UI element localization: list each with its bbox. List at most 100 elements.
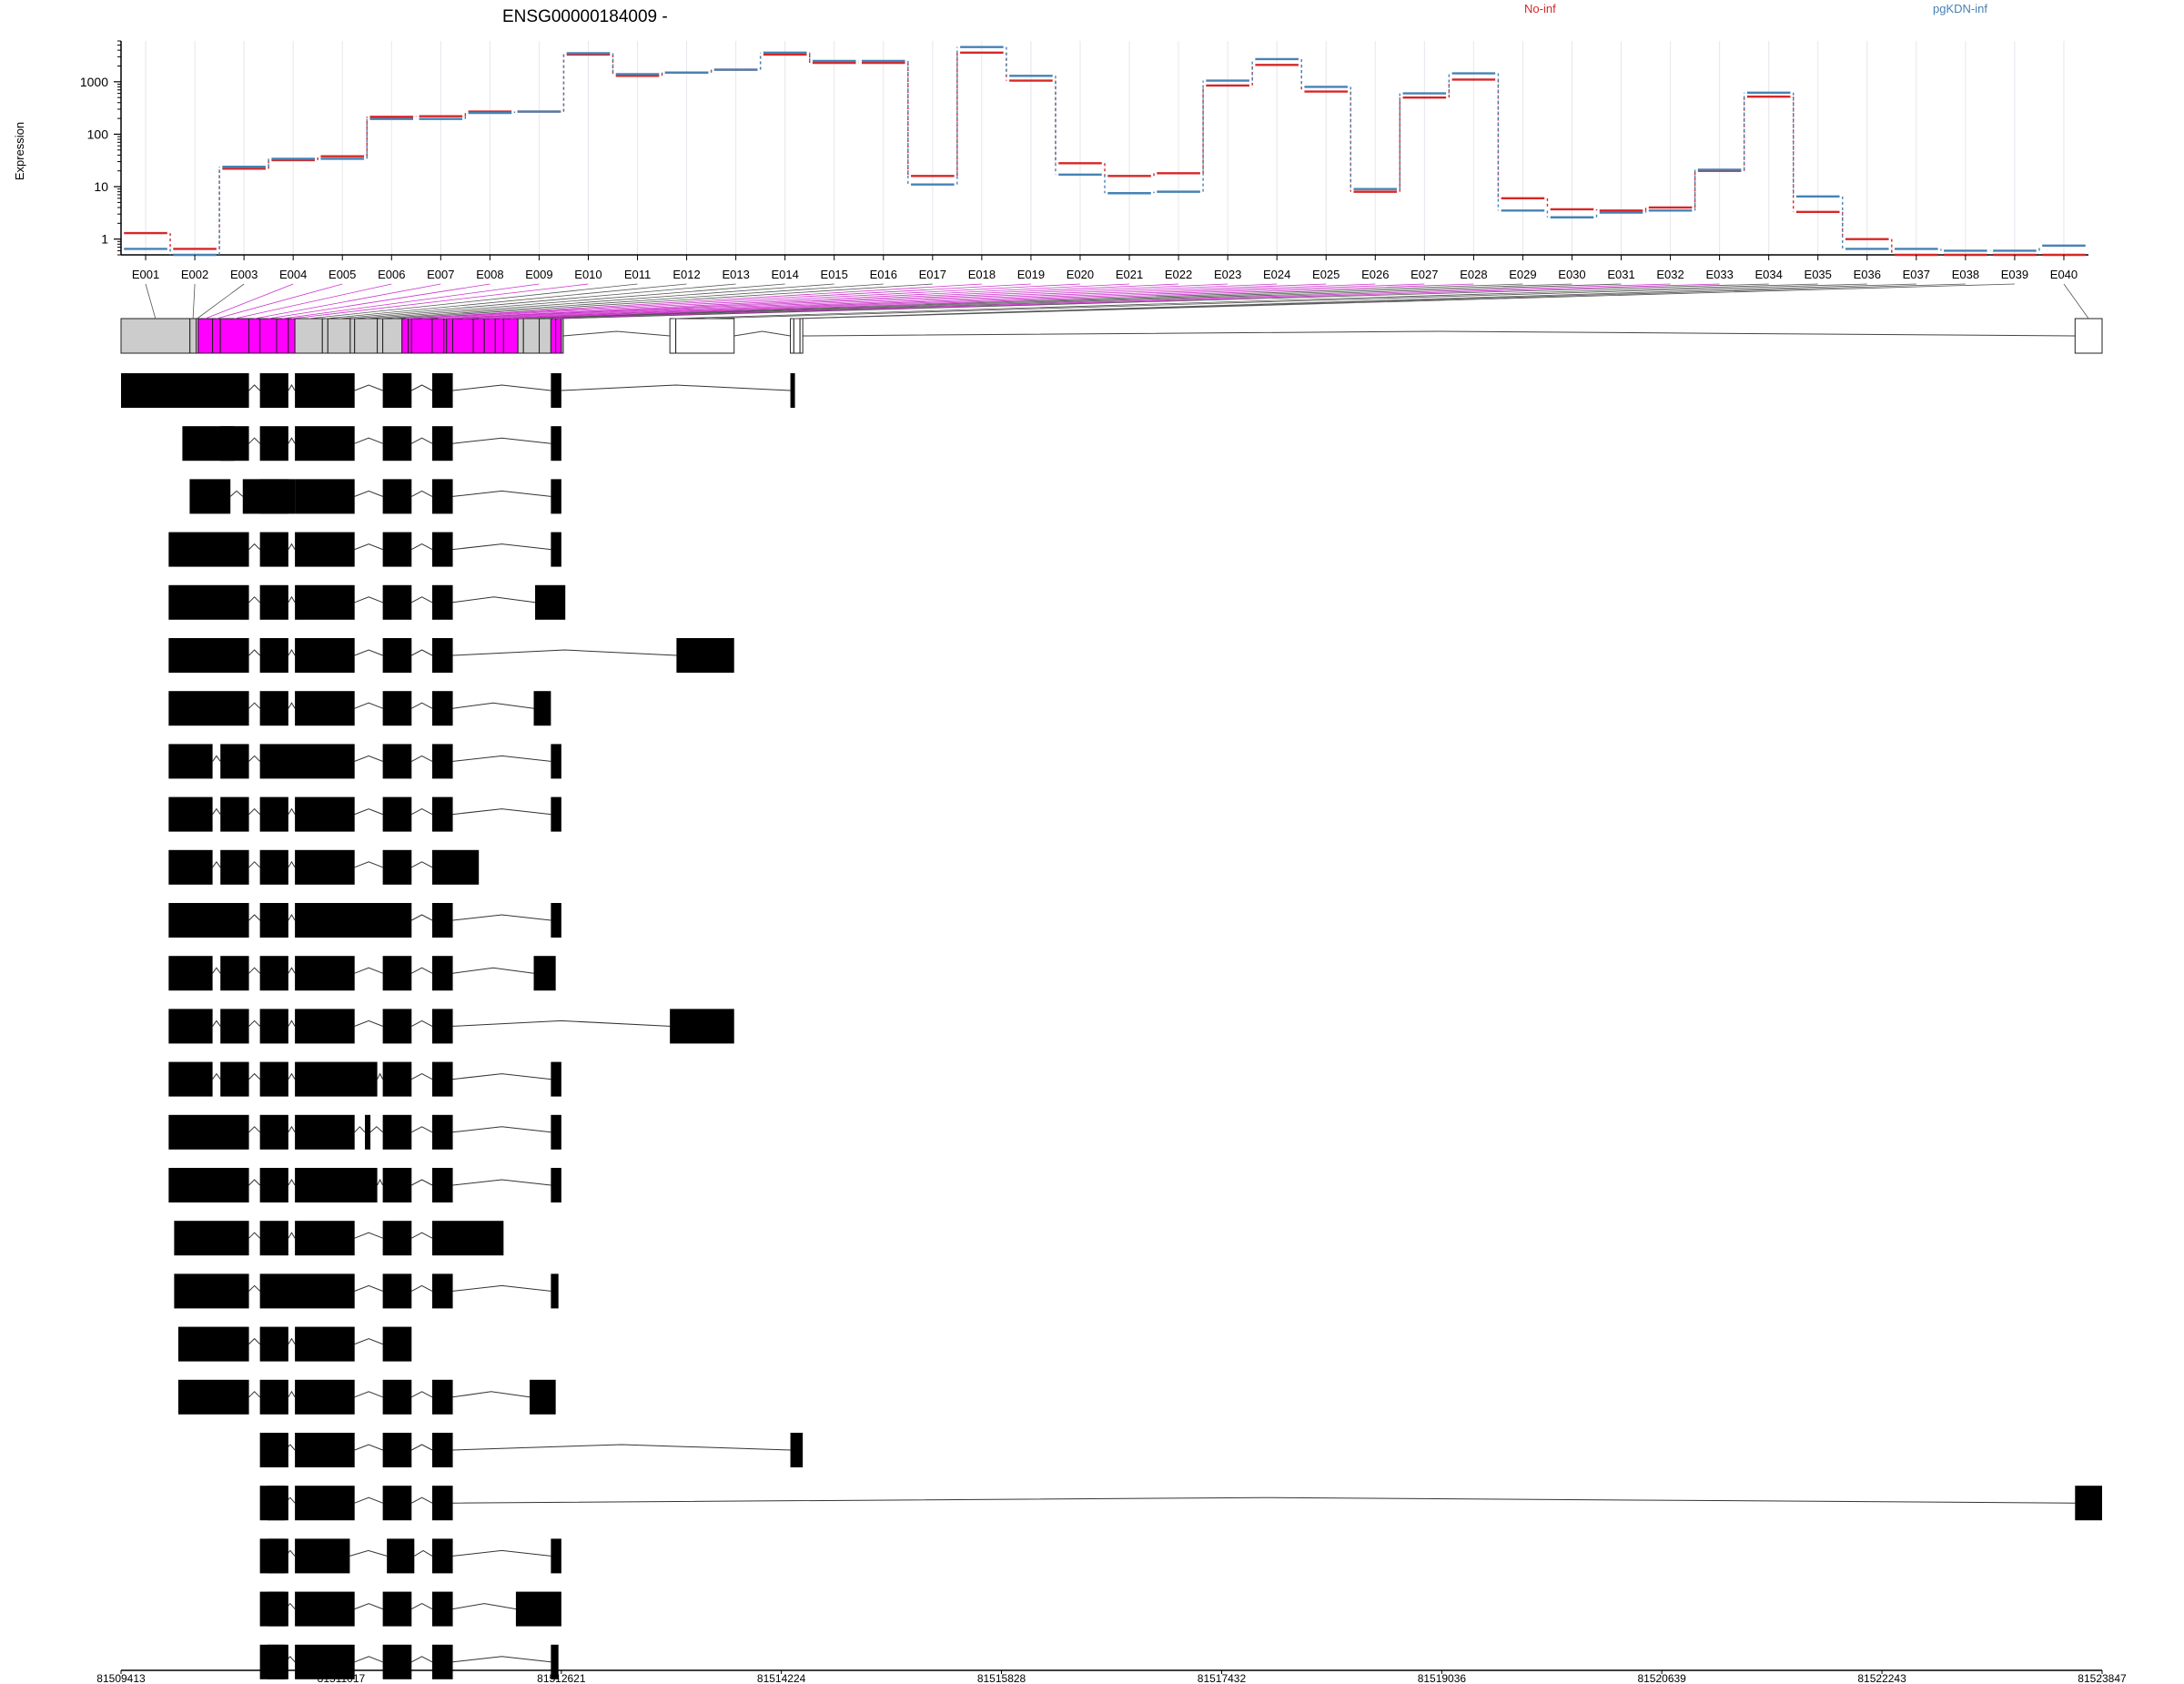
transcript-intron xyxy=(452,1284,551,1292)
transcript xyxy=(168,744,561,779)
transcript-intron xyxy=(452,967,534,974)
transcript-exon xyxy=(382,849,412,885)
transcript xyxy=(189,479,561,514)
transcript xyxy=(177,1379,556,1415)
transcript-exon xyxy=(382,1591,412,1627)
exon-link-line xyxy=(366,283,834,320)
transcript-exon xyxy=(259,426,288,462)
gene-model-exon-bin xyxy=(483,318,496,354)
transcript-intron xyxy=(212,755,221,762)
transcript-intron xyxy=(248,543,260,550)
transcript-intron xyxy=(212,860,221,868)
transcript-exon xyxy=(259,1273,355,1309)
transcript-exon xyxy=(168,1009,213,1044)
exon-link-line xyxy=(2063,283,2089,320)
transcript-exon xyxy=(267,1486,286,1521)
transcript-intron xyxy=(248,1126,260,1133)
transcript xyxy=(168,956,556,991)
exon-label-e001: E001 xyxy=(132,268,159,281)
transcript-intron xyxy=(248,1284,260,1292)
exon-label-e036: E036 xyxy=(1854,268,1881,281)
transcript-exon xyxy=(670,1009,734,1044)
transcript-intron xyxy=(411,596,433,604)
transcript-exon xyxy=(382,1221,412,1256)
genomic-tick-label: 81515828 xyxy=(977,1672,1026,1684)
transcript-intron xyxy=(288,1125,296,1133)
transcript-exon xyxy=(168,956,213,991)
exon-link-line xyxy=(308,283,638,320)
transcript-exon xyxy=(431,1061,453,1097)
transcript-intron xyxy=(354,596,383,604)
transcript-exon xyxy=(551,1061,561,1097)
transcript-intron xyxy=(248,1337,260,1344)
exon-labels: E001 E002 E003 E004 E005 E006 E007 E008 E009 E010… xyxy=(132,255,2078,281)
transcript-exon xyxy=(295,1168,378,1202)
transcript-exon xyxy=(551,1114,561,1150)
transcript-exon xyxy=(295,1538,350,1574)
transcript-exon xyxy=(533,691,551,726)
genomic-tick-label: 81511017 xyxy=(318,1672,366,1684)
transcript-exon xyxy=(168,903,249,938)
transcript-intron xyxy=(212,967,221,974)
transcript-intron xyxy=(354,649,383,656)
transcript-intron xyxy=(288,437,296,444)
exon-label-e032: E032 xyxy=(1656,268,1684,281)
transcript-intron xyxy=(452,1496,2076,1504)
gene-model-exon-bin xyxy=(494,318,504,354)
transcript-exon xyxy=(295,638,355,673)
transcripts xyxy=(121,373,2102,1679)
transcript-exon xyxy=(295,1221,355,1256)
transcript-exon xyxy=(431,1009,453,1044)
transcript-exon xyxy=(295,426,355,462)
gene-model-exon-bin xyxy=(401,318,410,354)
transcript-exon xyxy=(535,584,566,620)
transcript-exon xyxy=(295,1061,378,1097)
transcript-exon xyxy=(382,956,412,991)
y-tick-label: 1000 xyxy=(80,75,108,89)
transcript-intron xyxy=(288,914,296,921)
transcript-intron xyxy=(288,649,296,656)
transcript-exon xyxy=(365,1114,371,1150)
transcript-intron xyxy=(288,1232,296,1239)
exon-label-e020: E020 xyxy=(1067,268,1094,281)
transcript-exon xyxy=(220,1061,249,1097)
transcript-intron xyxy=(288,860,296,868)
transcript-exon xyxy=(382,426,412,462)
exon-link-line xyxy=(352,283,785,320)
transcript-intron xyxy=(354,1232,383,1239)
gene-model-exon-bin xyxy=(377,318,384,354)
transcript-exon xyxy=(551,1168,561,1202)
transcript-intron xyxy=(248,702,260,709)
transcript-exon xyxy=(259,691,288,726)
transcript-exon xyxy=(259,956,288,991)
transcript-exon xyxy=(382,1433,412,1467)
transcript-intron xyxy=(411,384,433,391)
transcript-exon xyxy=(295,584,355,620)
transcript-intron xyxy=(354,1391,383,1398)
exon-label-e008: E008 xyxy=(476,268,503,281)
legend-entry-no-inf: No-inf xyxy=(1524,2,1556,15)
exon-link-line xyxy=(234,283,392,320)
exon-label-e026: E026 xyxy=(1361,268,1389,281)
transcript-intron xyxy=(452,384,551,391)
transcript-intron xyxy=(248,437,260,444)
transcript-exon xyxy=(259,744,355,779)
transcript-intron xyxy=(411,1073,433,1080)
transcript-intron xyxy=(411,490,433,497)
transcript-intron xyxy=(452,1656,551,1663)
transcript-exon xyxy=(295,1009,355,1044)
transcript-intron xyxy=(411,861,433,868)
transcript-exon xyxy=(220,796,249,832)
transcript-intron xyxy=(411,914,433,921)
gene-model-intron xyxy=(803,330,2076,337)
transcript-intron xyxy=(411,702,433,709)
transcript-exon xyxy=(121,373,249,408)
transcript-intron xyxy=(452,1126,551,1133)
transcript-exon xyxy=(382,1061,412,1097)
transcript-exon xyxy=(295,956,355,991)
series-no-inf xyxy=(124,51,2086,257)
gene-model-exon-bin xyxy=(120,318,191,354)
transcript-exon xyxy=(259,1009,288,1044)
transcript-exon xyxy=(295,1326,355,1362)
gene-model-intron xyxy=(562,330,671,337)
